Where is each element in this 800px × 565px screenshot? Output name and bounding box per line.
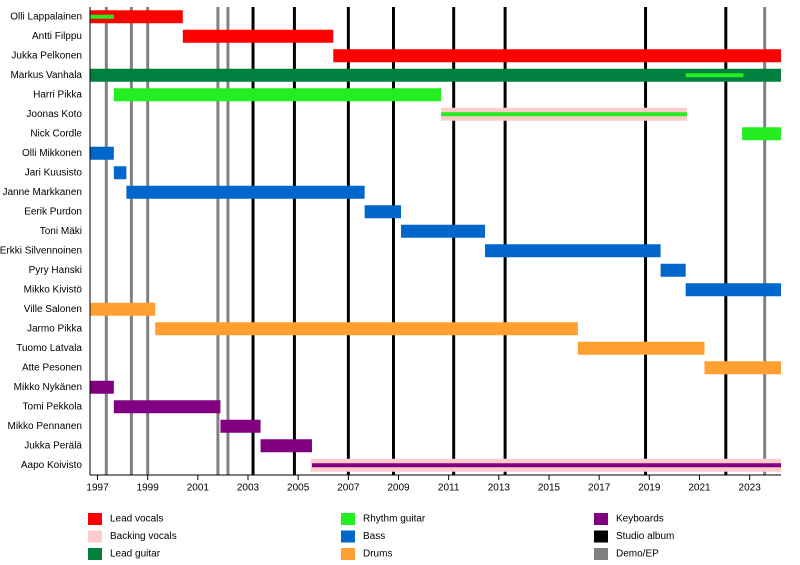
member-label: Aapo Koivisto: [21, 460, 83, 471]
member-label: Olli Mikkonen: [22, 148, 82, 159]
x-tick-label: 2007: [337, 483, 360, 494]
member-bar: [401, 224, 486, 238]
member-label: Janne Markkanen: [3, 187, 83, 198]
member-bar: [113, 400, 221, 414]
x-tick-label: 2019: [638, 483, 661, 494]
member-bar-secondary: [685, 73, 744, 78]
x-tick-label: 1997: [86, 483, 109, 494]
axis: Olli Lappalainen Antti Filppu Jukka Pelkon…: [0, 7, 781, 494]
member-label: Joonas Koto: [26, 109, 82, 120]
member-label: Nick Cordle: [30, 128, 82, 139]
member-bar: [660, 263, 686, 277]
x-tick-label: 2011: [438, 483, 460, 494]
member-bar: [90, 302, 156, 316]
member-bar: [113, 88, 442, 102]
member-bar-secondary: [311, 463, 781, 468]
event-lines: [104, 7, 767, 475]
member-label: Jukka Pelkonen: [11, 50, 82, 61]
member-label: Pyry Hanski: [29, 265, 82, 276]
member-label: Olli Lappalainen: [10, 11, 82, 22]
member-bar: [90, 146, 114, 160]
legend-swatch: [341, 513, 355, 525]
member-label: Harri Pikka: [33, 89, 82, 100]
legend-label: Studio album: [616, 531, 674, 542]
member-bar: [577, 341, 705, 355]
member-bar: [220, 419, 261, 433]
x-tick-label: 2005: [287, 483, 310, 494]
member-bar-secondary: [441, 112, 687, 117]
legend-label: Bass: [363, 531, 385, 542]
x-tick-label: 2015: [538, 483, 561, 494]
member-label: Eerik Purdon: [24, 206, 82, 217]
member-label: Antti Filppu: [32, 31, 82, 42]
member-label: Mikko Pennanen: [8, 421, 83, 432]
member-label: Tomi Pekkola: [23, 401, 83, 412]
legend-swatch: [88, 513, 102, 525]
legend-swatch: [594, 548, 608, 560]
legend-label: Rhythm guitar: [363, 514, 426, 525]
member-label: Erkki Silvennoinen: [0, 245, 82, 256]
member-label: Jarmo Pikka: [27, 323, 82, 334]
legend-swatch: [88, 530, 102, 543]
member-bar: [260, 439, 312, 453]
member-label: Mikko Nykänen: [14, 382, 82, 393]
member-bar-secondary: [90, 14, 114, 19]
x-tick-label: 2013: [488, 483, 511, 494]
legend-label: Drums: [363, 549, 392, 560]
member-label: Tuomo Latvala: [16, 343, 82, 354]
legend-label: Backing vocals: [110, 531, 177, 542]
member-label: Ville Salonen: [24, 304, 82, 315]
bars: [90, 10, 781, 472]
member-label: Jari Kuusisto: [25, 167, 83, 178]
x-tick-label: 2001: [187, 483, 210, 494]
member-label: Jukka Perälä: [24, 440, 82, 451]
member-label: Atte Pesonen: [22, 362, 82, 373]
x-tick-label: 2003: [237, 483, 260, 494]
member-bar: [685, 283, 781, 297]
legend-swatch: [594, 513, 608, 525]
x-tick-label: 2009: [387, 483, 410, 494]
member-label: Markus Vanhala: [10, 70, 82, 81]
x-tick-label: 2023: [739, 483, 762, 494]
legend-label: Lead guitar: [110, 549, 161, 560]
legend-swatch: [88, 548, 102, 560]
member-bar: [113, 166, 127, 180]
legend-label: Lead vocals: [110, 514, 163, 525]
x-tick-label: 2017: [588, 483, 611, 494]
member-bar: [182, 29, 334, 43]
legend-swatch: [341, 530, 355, 543]
member-bar: [333, 49, 781, 63]
member-bar: [90, 10, 183, 24]
member-bar: [155, 322, 578, 336]
member-bar: [704, 361, 781, 375]
member-bar: [742, 127, 781, 141]
member-bar: [485, 244, 661, 258]
member-bar: [126, 185, 365, 199]
legend-swatch: [341, 548, 355, 560]
member-bar: [364, 205, 402, 219]
x-tick-label: 1999: [137, 483, 160, 494]
member-bar: [90, 68, 781, 82]
x-tick-label: 2021: [688, 483, 711, 494]
legend: Lead vocals Backing vocals Lead guitar Rhyt…: [88, 513, 674, 560]
legend-label: Demo/EP: [616, 549, 659, 560]
legend-label: Keyboards: [616, 514, 664, 525]
member-label: Toni Mäki: [40, 226, 82, 237]
legend-swatch: [594, 530, 608, 543]
member-label: Mikko Kivistö: [24, 284, 83, 295]
member-bar: [90, 380, 114, 394]
